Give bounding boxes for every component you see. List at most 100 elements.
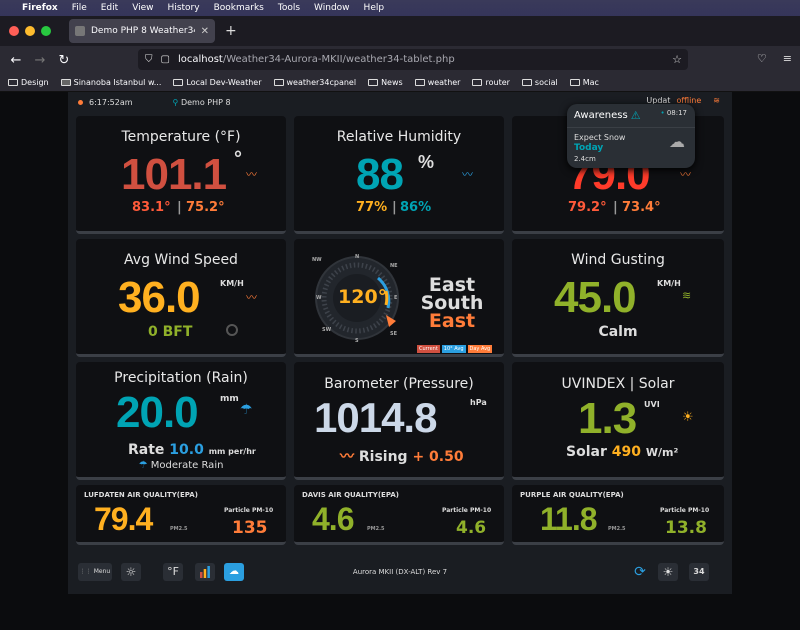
- bookmark-mac[interactable]: Mac: [569, 78, 599, 87]
- barometer-trend: 〰 Rising + 0.50: [340, 446, 464, 466]
- card-title: Temperature (°F): [121, 129, 241, 145]
- close-tab-icon[interactable]: ✕: [200, 25, 209, 37]
- charts-button[interactable]: [195, 563, 215, 581]
- aq-pm10-value: 4.6: [456, 518, 487, 538]
- brightness-button[interactable]: ☀: [658, 563, 678, 581]
- units-toggle-button[interactable]: °F: [163, 563, 183, 581]
- aq-title: DAVIS AIR QUALITY(EPA): [302, 491, 399, 499]
- bookmark-star-icon[interactable]: ☆: [672, 53, 682, 66]
- bookmark-label: social: [534, 78, 558, 87]
- humidity-high: 86%: [400, 200, 432, 215]
- direction-line2: South: [420, 292, 484, 314]
- bookmark-label: Mac: [582, 78, 599, 87]
- aq-pm25-label: PM2.5: [367, 526, 385, 532]
- cloud-icon: ☁: [229, 566, 239, 577]
- refresh-button[interactable]: ⟳: [630, 563, 650, 581]
- direction-text: East South East: [412, 276, 492, 331]
- sun-icon: ☼: [125, 565, 137, 579]
- minimize-window-button[interactable]: [25, 26, 35, 36]
- page-icon: ▢: [160, 54, 170, 65]
- card-aq-lufdaten[interactable]: LUFDATEN AIR QUALITY(EPA) 79.4 PM2.5 Par…: [76, 485, 286, 545]
- beaufort-icon: [226, 324, 238, 336]
- updated-label: Updat: [646, 96, 671, 105]
- trend-up-icon: 〰: [246, 291, 257, 304]
- card-aq-davis[interactable]: DAVIS AIR QUALITY(EPA) 4.6 PM2.5 Particl…: [294, 485, 504, 545]
- bookmark-design[interactable]: Design: [8, 78, 49, 87]
- wind-degrees: 120°: [338, 286, 388, 308]
- bookmark-label: weather: [427, 78, 461, 87]
- back-button[interactable]: ←: [10, 52, 22, 68]
- close-window-button[interactable]: [9, 26, 19, 36]
- tab-active[interactable]: Demo PHP 8 Weather34 Alterna ✕: [69, 19, 215, 43]
- card-aq-purple[interactable]: PURPLE AIR QUALITY(EPA) 11.8 PM2.5 Parti…: [512, 485, 724, 545]
- bookmark-label: weather34cpanel: [286, 78, 357, 87]
- aq-pm10-value: 135: [232, 518, 268, 538]
- umbrella-icon: ☂: [240, 402, 253, 418]
- menu-window[interactable]: Window: [314, 3, 350, 13]
- status-offline: offline: [676, 96, 702, 105]
- awareness-header: Awareness ⚠: [567, 104, 695, 128]
- theme-toggle-button[interactable]: ☼: [121, 563, 141, 581]
- menu-bookmarks[interactable]: Bookmarks: [213, 3, 264, 13]
- aq-pm10-label: Particle PM-10: [660, 507, 710, 514]
- temperature-low: 83.1°: [132, 200, 171, 215]
- menu-button[interactable]: ⋮⋮ Menu: [78, 563, 112, 581]
- solar-label: Solar: [566, 444, 607, 460]
- menu-tools[interactable]: Tools: [277, 3, 301, 13]
- card-uv-solar[interactable]: UVINDEX | Solar 1.3 UVI ☀ Solar 490 W/m²: [512, 362, 724, 480]
- awareness-popup[interactable]: Awareness ⚠ • 08:17 Expect Snow Today 2.…: [567, 104, 695, 168]
- units-label: °F: [167, 565, 179, 578]
- pocket-icon[interactable]: ♡: [756, 52, 767, 65]
- humidity-unit: %: [418, 152, 434, 172]
- awareness-time: • 08:17: [660, 109, 687, 117]
- folder-icon: [173, 79, 184, 86]
- card-humidity[interactable]: Relative Humidity 88 % 〰 77% | 86%: [294, 116, 504, 234]
- bookmark-sinanoba[interactable]: Sinanoba Istanbul w...: [60, 78, 161, 87]
- card-wind-speed[interactable]: Avg Wind Speed 36.0 KM/H 〰 0 BFT: [76, 239, 286, 357]
- url-bar[interactable]: ⛉ ▢ localhost /Weather34-Aurora-MKII/wea…: [138, 49, 688, 70]
- bookmark-news[interactable]: News: [368, 78, 403, 87]
- bookmark-weather[interactable]: weather: [414, 78, 461, 87]
- bookmark-cpanel[interactable]: weather34cpanel: [273, 78, 357, 87]
- site-icon: [60, 79, 71, 86]
- station-location: ⚲ Demo PHP 8: [173, 98, 231, 107]
- card-rain[interactable]: Precipitation (Rain) 20.0 mm ☂ Rate 10.0…: [76, 362, 286, 480]
- hamburger-menu-icon[interactable]: ≡: [782, 52, 792, 65]
- card-wind-direction[interactable]: NW N NE W E SW S SE 120° East South East…: [294, 239, 504, 357]
- card-temperature[interactable]: Temperature (°F) 101.1 ° 〰 83.1° | 75.2°: [76, 116, 286, 234]
- bookmark-social[interactable]: social: [521, 78, 558, 87]
- tab-strip: Demo PHP 8 Weather34 Alterna ✕ +: [0, 16, 800, 46]
- menu-file[interactable]: File: [71, 3, 87, 13]
- wind-waves-icon: ≋: [682, 289, 692, 302]
- awareness-amount: 2.4cm: [574, 155, 596, 163]
- card-wind-gust[interactable]: Wind Gusting 45.0 KM/H ≋ Calm: [512, 239, 724, 357]
- compass-ne: NE: [390, 263, 398, 269]
- bookmark-router[interactable]: router: [472, 78, 510, 87]
- menu-app[interactable]: Firefox: [22, 3, 58, 13]
- forward-button[interactable]: →: [34, 52, 46, 68]
- new-tab-button[interactable]: +: [225, 23, 237, 39]
- umbrella-icon: ☂: [138, 460, 148, 471]
- folder-icon: [8, 79, 18, 86]
- version-label: Aurora MKII (DX-ALT) Rev 7: [352, 568, 448, 576]
- weather34-logo-button[interactable]: 34: [689, 563, 709, 581]
- menu-view[interactable]: View: [132, 3, 154, 13]
- shield-icon[interactable]: ⛉: [145, 54, 153, 65]
- bookmark-local-dev[interactable]: Local Dev-Weather: [173, 78, 262, 87]
- card-barometer[interactable]: Barometer (Pressure) 1014.8 hPa 〰 Rising…: [294, 362, 504, 480]
- folder-icon: [273, 79, 284, 86]
- trend-change: + 0.50: [412, 449, 464, 465]
- rain-unit: mm: [220, 394, 239, 404]
- zoom-window-button[interactable]: [41, 26, 51, 36]
- menu-edit[interactable]: Edit: [100, 3, 119, 13]
- bookmark-label: router: [485, 78, 510, 87]
- menu-help[interactable]: Help: [363, 3, 385, 13]
- compass-e: E: [394, 295, 398, 301]
- bookmark-label: News: [381, 78, 403, 87]
- rate-label: Rate: [128, 442, 165, 458]
- url-path: /Weather34-Aurora-MKII/weather34-tablet.…: [222, 54, 455, 65]
- menu-history[interactable]: History: [167, 3, 200, 13]
- wind-unit: KM/H: [220, 279, 244, 288]
- weather-app-button[interactable]: ☁: [224, 563, 244, 581]
- reload-button[interactable]: ↻: [58, 52, 70, 68]
